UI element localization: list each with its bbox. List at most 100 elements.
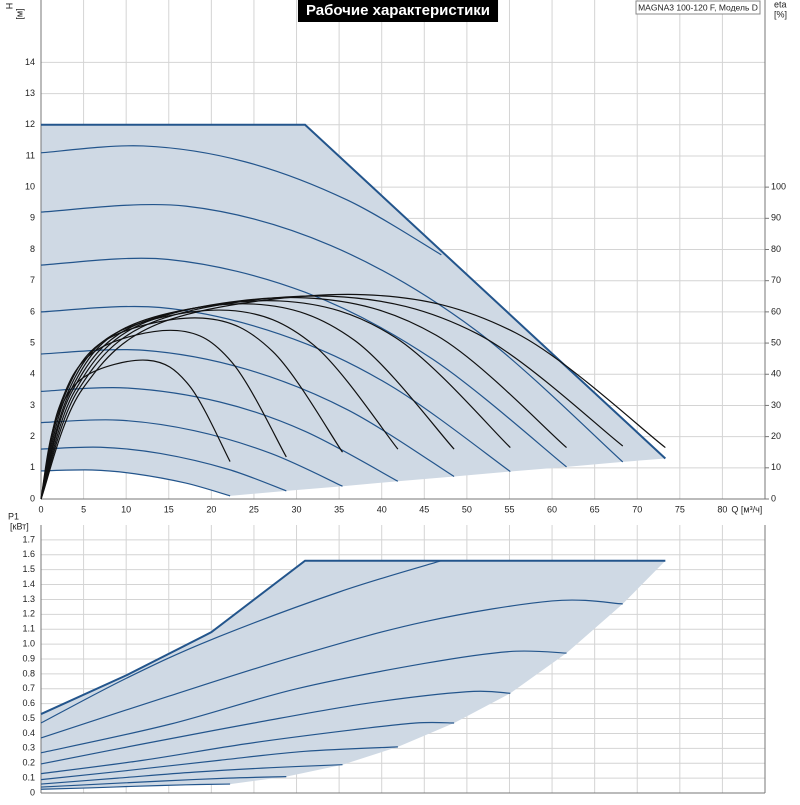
model-label: MAGNA3 100-120 F, Модель D <box>638 2 758 12</box>
x-tick-label: 25 <box>249 504 259 514</box>
y2-tick-label: 60 <box>771 306 781 316</box>
y-tick-label: 0.3 <box>22 743 35 753</box>
efficiency-curve <box>40 293 666 500</box>
x-tick-label: 5 <box>81 504 86 514</box>
y-tick-label: 7 <box>30 275 35 285</box>
y-tick-label: 1.5 <box>22 564 35 574</box>
y-tick-label: 1.7 <box>22 534 35 544</box>
y2-tick-label: 10 <box>771 462 781 472</box>
x-tick-label: 75 <box>675 504 685 514</box>
efficiency-curve <box>40 317 344 500</box>
y-tick-label: 0.6 <box>22 698 35 708</box>
performance-curve <box>40 145 442 256</box>
y-tick-label: 3 <box>30 400 35 410</box>
y-tick-label: 0.2 <box>22 758 35 768</box>
y-tick-label: 0.9 <box>22 653 35 663</box>
x-tick-label: 50 <box>462 504 472 514</box>
x-tick-label: 40 <box>377 504 387 514</box>
x-tick-label: 60 <box>547 504 557 514</box>
performance-curve <box>40 257 567 468</box>
y-tick-label: 4 <box>30 369 35 379</box>
model-box <box>635 0 761 15</box>
x-tick-label: 0 <box>38 504 43 514</box>
y2-axis-unit: [%] <box>774 9 787 19</box>
performance-curve <box>40 783 231 790</box>
y2-tick-label: 100 <box>771 182 786 192</box>
performance-curve <box>40 690 511 765</box>
y2-tick-label: 80 <box>771 244 781 254</box>
y-tick-label: 0.1 <box>22 772 35 782</box>
performance-curve <box>40 305 511 473</box>
y-tick-label: 1.2 <box>22 609 35 619</box>
y-tick-label: 1.3 <box>22 594 35 604</box>
efficiency-curve <box>40 295 624 500</box>
efficiency-curve <box>40 329 287 500</box>
title-box <box>297 0 499 22</box>
y-tick-label: 13 <box>25 88 35 98</box>
y-tick-label: 1.6 <box>22 549 35 559</box>
performance-curve <box>40 469 231 497</box>
x-tick-label: 65 <box>590 504 600 514</box>
performance-curve <box>40 746 398 781</box>
y-tick-label: 0.7 <box>22 683 35 693</box>
chart-title: Рабочие характеристики <box>306 2 490 19</box>
x-tick-label: 80 <box>717 504 727 514</box>
y2-tick-label: 50 <box>771 337 781 347</box>
y-tick-label: 0.4 <box>22 728 35 738</box>
plot: 0 5 10 15 20 25 30 35 40 45 50 55 60 65 70 75 80 Q [м³/ч]… <box>4 0 787 514</box>
y2-tick-label: 70 <box>771 275 781 285</box>
y2-tick-label: 90 <box>771 213 781 223</box>
y-axis-unit: [кВт] <box>10 521 29 531</box>
y-tick-label: 0.8 <box>22 668 35 678</box>
x-tick-label: 45 <box>419 504 429 514</box>
y-tick-label: 5 <box>30 337 35 347</box>
x-tick-label: 55 <box>504 504 514 514</box>
x-axis-label: Q [м³/ч] <box>731 504 762 514</box>
y-axis-label: P1 <box>8 511 19 521</box>
y2-tick-label: 20 <box>771 431 781 441</box>
performance-curve <box>40 764 343 785</box>
performance-curve <box>40 650 567 754</box>
y-tick-label: 12 <box>25 119 35 129</box>
plot: 0 0.1 0.2 0.3 0.4 0.5 0.6 0.7 0.8 0.9 1.0 1.1 1.2 1.3… <box>8 511 766 797</box>
y-tick-label: 8 <box>30 244 35 254</box>
y-tick-label: 1 <box>30 462 35 472</box>
max-curve <box>40 559 666 715</box>
x-tick-label: 70 <box>632 504 642 514</box>
y2-axis-label: eta <box>774 0 787 9</box>
y-tick-label: 0.5 <box>22 713 35 723</box>
y-tick-label: 1.1 <box>22 624 35 634</box>
x-tick-label: 10 <box>121 504 131 514</box>
y-tick-label: 0 <box>30 787 35 797</box>
y-tick-label: 6 <box>30 306 35 316</box>
efficiency-curve <box>40 296 567 500</box>
performance-curve <box>40 446 287 492</box>
performance-curve <box>40 776 287 788</box>
performance-curve <box>40 419 343 487</box>
y-axis-unit: [м] <box>14 8 24 19</box>
y-tick-label: 1.4 <box>22 579 35 589</box>
performance-curve <box>40 349 455 478</box>
x-tick-label: 30 <box>292 504 302 514</box>
y2-tick-label: 0 <box>771 493 776 503</box>
max-curve <box>41 123 667 460</box>
y-tick-label: 0 <box>30 493 35 503</box>
y-tick-label: 11 <box>26 150 35 160</box>
operating-area <box>41 124 666 496</box>
performance-curve <box>40 599 623 739</box>
x-tick-label: 20 <box>206 504 216 514</box>
performance-curve <box>40 721 455 775</box>
y-tick-label: 10 <box>25 182 35 192</box>
performance-curve <box>40 560 442 724</box>
y2-tick-label: 30 <box>771 400 781 410</box>
performance-curve <box>40 203 624 463</box>
operating-area <box>41 560 666 790</box>
y-tick-label: 2 <box>30 431 35 441</box>
y-tick-label: 1.0 <box>22 638 35 648</box>
x-tick-label: 35 <box>334 504 344 514</box>
y-tick-label: 14 <box>25 57 35 67</box>
y2-tick-label: 40 <box>771 369 781 379</box>
y-tick-label: 9 <box>30 213 35 223</box>
